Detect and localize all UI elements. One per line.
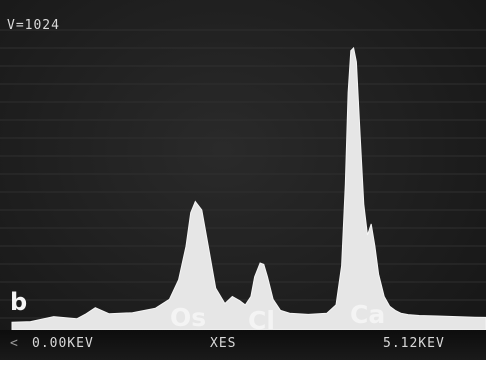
x-axis-min-label: 0.00KEV — [32, 336, 94, 351]
axis-strip — [0, 330, 494, 360]
spectrum-area — [11, 46, 487, 331]
x-axis-max-label: 5.12KEV — [383, 336, 445, 351]
peak-label-os: Os — [170, 303, 207, 332]
vertical-scale-readout: V=1024 — [7, 18, 60, 33]
x-axis-name: XES — [210, 336, 237, 351]
panel-label: b — [10, 288, 28, 316]
photo-margin — [0, 360, 494, 375]
peak-label-cl: Cl — [248, 306, 275, 335]
peak-label-ca: Ca — [350, 300, 386, 329]
photo-border — [486, 0, 494, 375]
grid-texture — [0, 29, 494, 319]
cursor-marker-icon: < — [10, 336, 19, 351]
